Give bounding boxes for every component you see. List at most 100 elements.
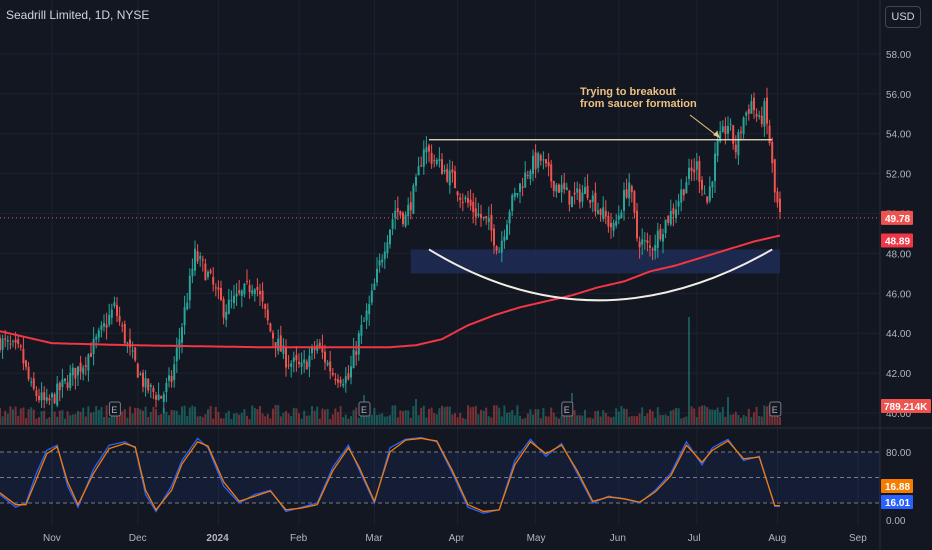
candle-body bbox=[58, 382, 61, 391]
volume-bar bbox=[207, 409, 209, 425]
volume-bar bbox=[222, 418, 225, 425]
candle-body bbox=[355, 351, 358, 355]
volume-bar bbox=[334, 408, 337, 425]
candle-body bbox=[532, 155, 534, 174]
candle-body bbox=[685, 182, 688, 194]
candle-body bbox=[56, 383, 59, 406]
candle-body bbox=[698, 161, 701, 182]
volume-bar bbox=[196, 416, 199, 425]
candle-body bbox=[97, 330, 100, 338]
volume-bar bbox=[4, 410, 7, 425]
candle-body bbox=[287, 364, 290, 366]
time-tick-label: Feb bbox=[290, 533, 308, 544]
volume-bar bbox=[415, 399, 417, 425]
volume-bar bbox=[690, 406, 693, 425]
candle-body bbox=[53, 394, 56, 404]
candle-body bbox=[659, 228, 662, 240]
candle-body bbox=[594, 192, 597, 212]
price-tick-label: 40.00 bbox=[886, 409, 911, 420]
volume-bar bbox=[763, 405, 766, 425]
volume-bar bbox=[755, 406, 758, 425]
candle-body bbox=[578, 189, 581, 203]
candle-body bbox=[503, 236, 506, 242]
candle-body bbox=[417, 166, 420, 176]
volume-bar bbox=[563, 415, 566, 425]
candle-body bbox=[448, 170, 451, 186]
candle-body bbox=[701, 179, 703, 190]
candle-body bbox=[706, 196, 709, 203]
volume-bar bbox=[136, 407, 139, 425]
volume-bar bbox=[217, 412, 220, 425]
volume-bar bbox=[157, 415, 160, 425]
volume-bar bbox=[66, 411, 69, 425]
candle-body bbox=[547, 161, 550, 167]
candle-body bbox=[568, 190, 571, 205]
candle-body bbox=[71, 367, 74, 376]
volume-bar bbox=[724, 416, 727, 425]
volume-bar bbox=[716, 407, 719, 425]
volume-bar bbox=[591, 418, 594, 425]
candle-body bbox=[573, 192, 576, 195]
candle-body bbox=[303, 359, 306, 363]
candle-body bbox=[428, 145, 430, 152]
candle-body bbox=[638, 241, 641, 248]
volume-bar bbox=[555, 416, 558, 425]
volume-bar bbox=[521, 418, 524, 425]
candle-body bbox=[363, 320, 365, 322]
candle-body bbox=[446, 168, 449, 182]
volume-bar bbox=[407, 410, 410, 425]
candle-body bbox=[38, 395, 40, 401]
volume-bar bbox=[199, 415, 202, 425]
volume-bar bbox=[461, 417, 464, 425]
candle-body bbox=[66, 382, 69, 388]
volume-bar bbox=[344, 414, 347, 425]
earnings-marker-label: E bbox=[564, 405, 570, 415]
saucer-arc bbox=[428, 248, 773, 302]
candle-body bbox=[27, 366, 30, 380]
candle-body bbox=[243, 283, 246, 295]
candle-body bbox=[604, 210, 607, 217]
candle-body bbox=[113, 302, 116, 307]
volume-bar bbox=[347, 418, 350, 425]
volume-bar bbox=[680, 418, 683, 425]
volume-bar bbox=[404, 410, 407, 425]
volume-bar bbox=[487, 416, 490, 425]
volume-bar bbox=[425, 417, 428, 425]
volume-bar bbox=[482, 410, 485, 425]
volume-bar bbox=[779, 417, 781, 425]
volume-bar bbox=[672, 409, 675, 425]
volume-bar bbox=[147, 417, 150, 425]
volume-bar bbox=[251, 405, 254, 425]
volume-bar bbox=[454, 413, 456, 425]
candles bbox=[0, 87, 781, 413]
volume-bar bbox=[732, 414, 735, 425]
time-tick-label: Dec bbox=[129, 533, 147, 544]
candle-body bbox=[308, 355, 311, 367]
volume-bar bbox=[534, 409, 537, 425]
volume-bar bbox=[227, 410, 230, 425]
volume-bar bbox=[32, 409, 35, 425]
volume-bar bbox=[386, 416, 389, 425]
volume-bar bbox=[573, 410, 576, 425]
volume-bar bbox=[256, 409, 259, 425]
candle-body bbox=[22, 348, 25, 364]
volume-bar bbox=[261, 413, 264, 425]
candle-body bbox=[732, 125, 735, 144]
candle-body bbox=[581, 192, 584, 202]
candle-body bbox=[35, 390, 38, 397]
volume-bar bbox=[305, 415, 308, 425]
volume-bar bbox=[508, 412, 511, 425]
candle-body bbox=[654, 244, 657, 252]
currency-button[interactable]: USD bbox=[885, 6, 921, 28]
candle-body bbox=[753, 97, 755, 111]
volume-bar bbox=[641, 407, 644, 425]
volume-bar bbox=[61, 410, 64, 425]
volume-bar bbox=[277, 405, 280, 425]
candle-body bbox=[669, 210, 672, 225]
candle-body bbox=[433, 159, 436, 161]
candle-body bbox=[740, 131, 742, 133]
volume-bar bbox=[204, 414, 207, 425]
volume-bar bbox=[545, 416, 547, 425]
volume-bar bbox=[721, 407, 724, 425]
